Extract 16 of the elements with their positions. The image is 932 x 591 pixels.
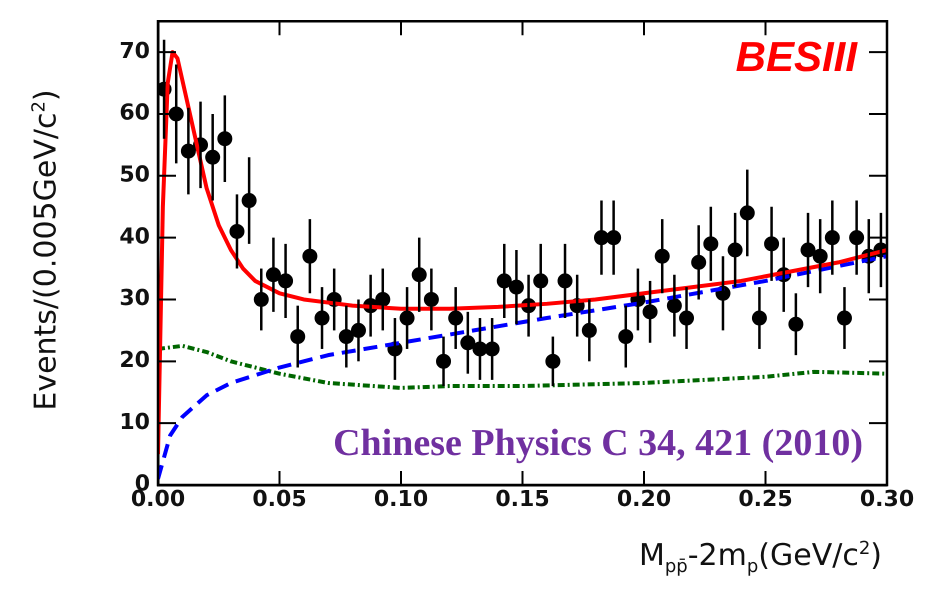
y-tick-label: 10 <box>119 410 150 435</box>
x-tick-label: 0.15 <box>495 486 550 512</box>
x-axis-title: M$_{pp̄}$-2m$_{p}$(GeV/c$^{2}$) <box>638 538 882 577</box>
y-tick-label: 40 <box>119 224 150 250</box>
annotation: BESIII <box>736 33 858 80</box>
x-tick-label: 0.30 <box>860 486 914 512</box>
y-tick-label: 20 <box>119 348 150 374</box>
x-tick-label: 0.20 <box>616 486 672 512</box>
x-tick-label: 0.05 <box>252 486 307 512</box>
y-tick-label: 70 <box>119 38 150 64</box>
annotation: Chinese Physics C 34, 421 (2010) <box>333 422 863 464</box>
x-tick-label: 0.25 <box>738 486 793 512</box>
y-tick-label: 50 <box>119 162 150 188</box>
y-tick-label: 60 <box>119 100 150 126</box>
y-tick-label: 30 <box>119 286 150 312</box>
x-tick-label: 0.10 <box>374 486 428 512</box>
